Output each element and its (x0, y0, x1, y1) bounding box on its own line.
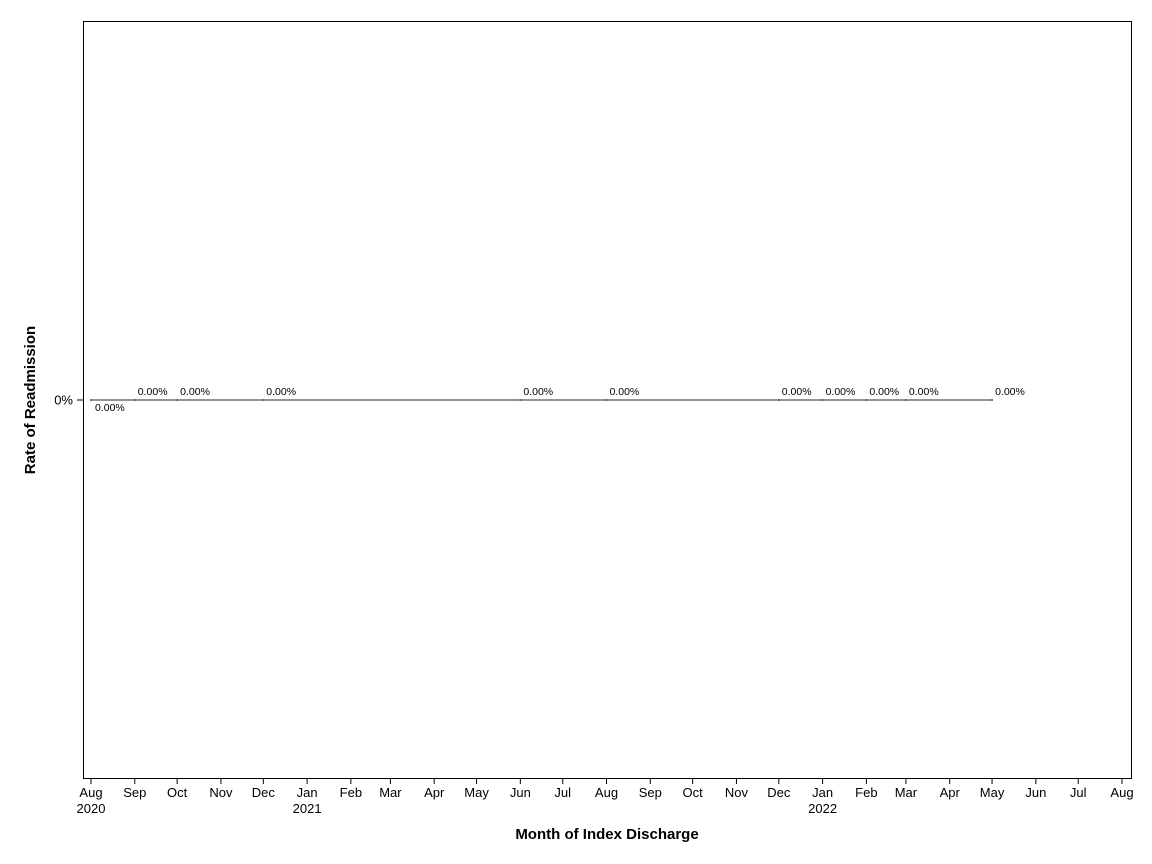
x-tick-year-label: 2021 (293, 801, 322, 816)
x-tick-label: May (464, 785, 489, 800)
data-label: 0.00% (782, 386, 812, 398)
data-label: 0.00% (909, 386, 939, 398)
x-tick-label: Mar (379, 785, 402, 800)
y-axis-title: Rate of Readmission (22, 326, 39, 474)
data-label: 0.00% (995, 386, 1025, 398)
x-tick-label: Jun (510, 785, 531, 800)
y-axis: 0% (54, 393, 83, 408)
x-tick-label: Feb (340, 785, 362, 800)
x-tick-label: Aug (79, 785, 102, 800)
x-tick-label: Apr (940, 785, 961, 800)
x-tick-label: Jul (554, 785, 571, 800)
x-tick-label: Jan (297, 785, 318, 800)
data-point (262, 399, 265, 401)
plot-area-frame (83, 21, 1132, 779)
data-label: 0.00% (266, 386, 296, 398)
x-tick-label: Jun (1025, 785, 1046, 800)
data-point (821, 399, 824, 401)
y-tick-label: 0% (54, 393, 73, 408)
x-tick-year-label: 2022 (808, 801, 837, 816)
x-tick-label: Aug (595, 785, 618, 800)
x-tick-label: Aug (1110, 785, 1133, 800)
x-tick-label: Sep (639, 785, 662, 800)
x-tick-year-label: 2020 (77, 801, 106, 816)
data-point (176, 399, 179, 401)
data-label: 0.00% (95, 402, 125, 414)
x-tick-label: Dec (767, 785, 791, 800)
data-point (777, 399, 780, 401)
x-tick-label: Nov (209, 785, 233, 800)
data-label: 0.00% (869, 386, 899, 398)
series-layer: 0.00% 0.00% 0.00% 0.00% 0.00% 0.00% 0.00% 0.00%… (90, 386, 1025, 414)
data-point (133, 399, 136, 401)
x-tick-label: Feb (855, 785, 877, 800)
data-label: 0.00% (826, 386, 856, 398)
data-point (90, 399, 92, 401)
x-tick-label: Oct (683, 785, 704, 800)
data-point (865, 399, 868, 401)
x-tick-label: May (980, 785, 1005, 800)
x-tick-label: Apr (424, 785, 445, 800)
x-tick-label: Oct (167, 785, 188, 800)
data-label: 0.00% (523, 386, 553, 398)
x-tick-label: Jul (1070, 785, 1087, 800)
x-axis-title: Month of Index Discharge (515, 826, 698, 843)
data-point (519, 399, 522, 401)
x-tick-label: Sep (123, 785, 146, 800)
data-label: 0.00% (180, 386, 210, 398)
data-label: 0.00% (138, 386, 168, 398)
x-tick-label: Jan (812, 785, 833, 800)
x-tick-label: Mar (895, 785, 918, 800)
data-point (904, 399, 907, 401)
data-point (605, 399, 608, 401)
x-tick-label: Nov (725, 785, 749, 800)
data-point (991, 399, 994, 401)
data-label: 0.00% (610, 386, 640, 398)
x-tick-label: Dec (252, 785, 276, 800)
